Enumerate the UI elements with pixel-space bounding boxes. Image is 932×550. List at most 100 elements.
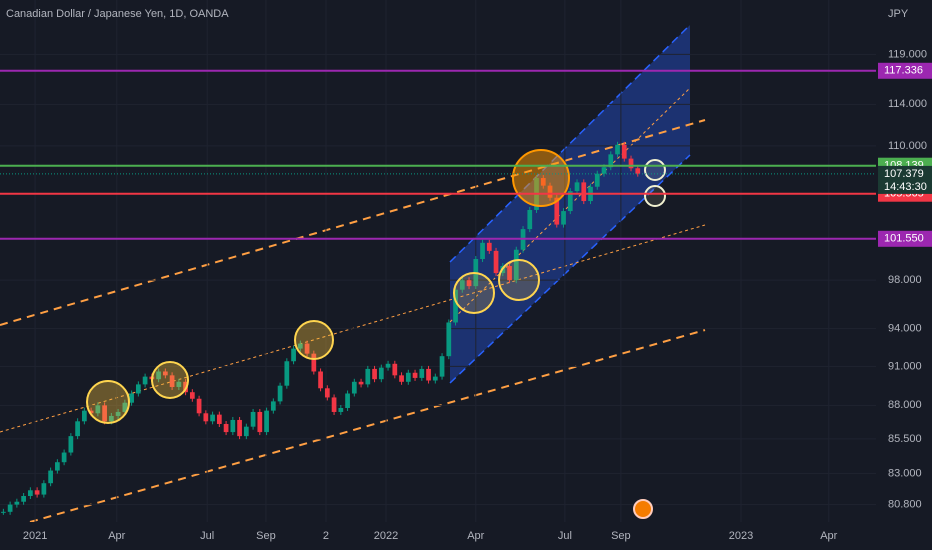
candle (372, 368, 377, 380)
y-tick-label: 114.000 (888, 98, 927, 110)
candle (88, 410, 94, 414)
candle (34, 490, 40, 495)
x-tick-label: Jul (558, 530, 572, 542)
candle (574, 182, 580, 192)
y-tick-label: 85.500 (888, 433, 922, 445)
y-tick-label: 94.000 (888, 323, 922, 335)
price-axis (876, 0, 932, 550)
candle (230, 419, 236, 433)
price-tag (878, 230, 932, 247)
candle (446, 322, 452, 357)
x-tick-label: 2023 (729, 530, 753, 542)
candle (162, 371, 168, 376)
candle (129, 393, 134, 403)
candle (189, 392, 195, 399)
candle (68, 436, 74, 453)
candle (297, 343, 303, 349)
candle (1, 511, 6, 513)
candle (527, 209, 533, 230)
candle (513, 249, 519, 281)
y-tick-label: 91.000 (888, 360, 922, 372)
candle (7, 504, 13, 512)
time-axis (0, 522, 932, 550)
circle (86, 380, 130, 424)
candle (426, 368, 431, 381)
candle (169, 375, 175, 387)
x-tick-label: Apr (820, 530, 837, 542)
circle (512, 149, 570, 207)
candle (608, 154, 614, 168)
candle (223, 423, 229, 433)
price-tag-label: 117.336 (884, 65, 923, 77)
y-tick-label: 88.000 (888, 399, 922, 411)
candle (61, 452, 67, 463)
candle (459, 280, 465, 290)
candle (237, 419, 242, 437)
candle (264, 410, 269, 433)
event-icon[interactable] (633, 499, 653, 519)
candle (358, 381, 364, 385)
candle (28, 490, 33, 496)
candle (581, 182, 587, 202)
candle (338, 407, 344, 412)
candle (507, 266, 512, 281)
candle (594, 173, 600, 187)
candle (311, 353, 317, 372)
candle (486, 242, 492, 251)
candle (243, 426, 249, 437)
candle (304, 343, 310, 354)
candle (102, 405, 107, 422)
countdown: 14:43:30 (884, 181, 927, 193)
candle (480, 242, 485, 260)
candle (453, 289, 458, 323)
candle (318, 371, 323, 389)
candle (601, 167, 607, 174)
candle (378, 367, 384, 380)
candle (439, 356, 445, 377)
circle (644, 159, 666, 181)
candle (345, 393, 350, 408)
y-tick-label: 98.000 (888, 274, 922, 286)
x-tick-label: 2022 (374, 530, 398, 542)
x-tick-label: 2 (323, 530, 329, 542)
candle (554, 197, 560, 225)
circle (498, 259, 540, 301)
y-tick-label: 110.000 (888, 140, 927, 152)
candle (419, 368, 425, 378)
chart-title: Canadian Dollar / Japanese Yen, 1D, OAND… (6, 8, 229, 20)
y-tick-label: 119.000 (888, 48, 927, 60)
y-tick-label: 80.800 (888, 499, 922, 511)
currency: JPY (888, 8, 909, 20)
circle (453, 272, 495, 314)
x-tick-label: Jul (200, 530, 214, 542)
candle (108, 415, 114, 422)
x-tick-label: 2021 (23, 530, 47, 542)
candle (399, 375, 404, 382)
candle (621, 144, 627, 159)
circle (151, 361, 189, 399)
candle (405, 372, 411, 382)
candle (412, 372, 418, 378)
candle (257, 411, 263, 433)
candle (385, 363, 391, 368)
circle (294, 320, 334, 360)
x-tick-label: Apr (108, 530, 125, 542)
candle (392, 363, 398, 376)
candle (250, 411, 256, 427)
candle (81, 410, 87, 422)
price-tag-label: 101.550 (884, 233, 924, 245)
candle (324, 388, 330, 398)
trend-top (0, 119, 706, 326)
candle (95, 405, 101, 414)
channel-top (449, 24, 691, 263)
candle (21, 495, 26, 502)
candle (55, 462, 60, 471)
candle (216, 414, 222, 424)
x-tick-label: Apr (467, 530, 484, 542)
candle (567, 191, 573, 212)
candle (41, 483, 47, 495)
candle (466, 280, 472, 287)
annotations (86, 149, 666, 519)
x-tick-label: Sep (256, 530, 276, 542)
